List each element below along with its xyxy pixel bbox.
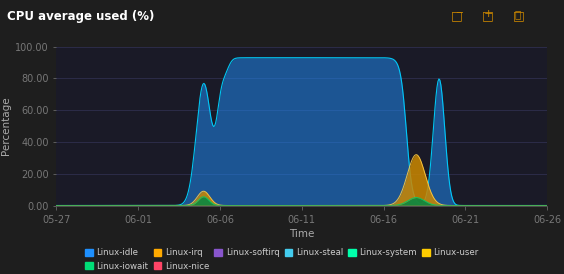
Text: □: □ — [451, 10, 463, 22]
X-axis label: Time: Time — [289, 229, 314, 239]
Legend: Linux-idle, Linux-iowait, Linux-irq, Linux-nice, Linux-softirq, Linux-steal, Lin: Linux-idle, Linux-iowait, Linux-irq, Lin… — [83, 247, 481, 272]
Text: CPU average used (%): CPU average used (%) — [7, 10, 154, 22]
Text: □: □ — [482, 10, 494, 22]
Text: ─: ─ — [456, 8, 461, 18]
Y-axis label: Percentage: Percentage — [1, 97, 11, 155]
Text: +: + — [484, 9, 494, 19]
Text: ⤢: ⤢ — [514, 9, 521, 19]
Text: □: □ — [513, 10, 525, 22]
